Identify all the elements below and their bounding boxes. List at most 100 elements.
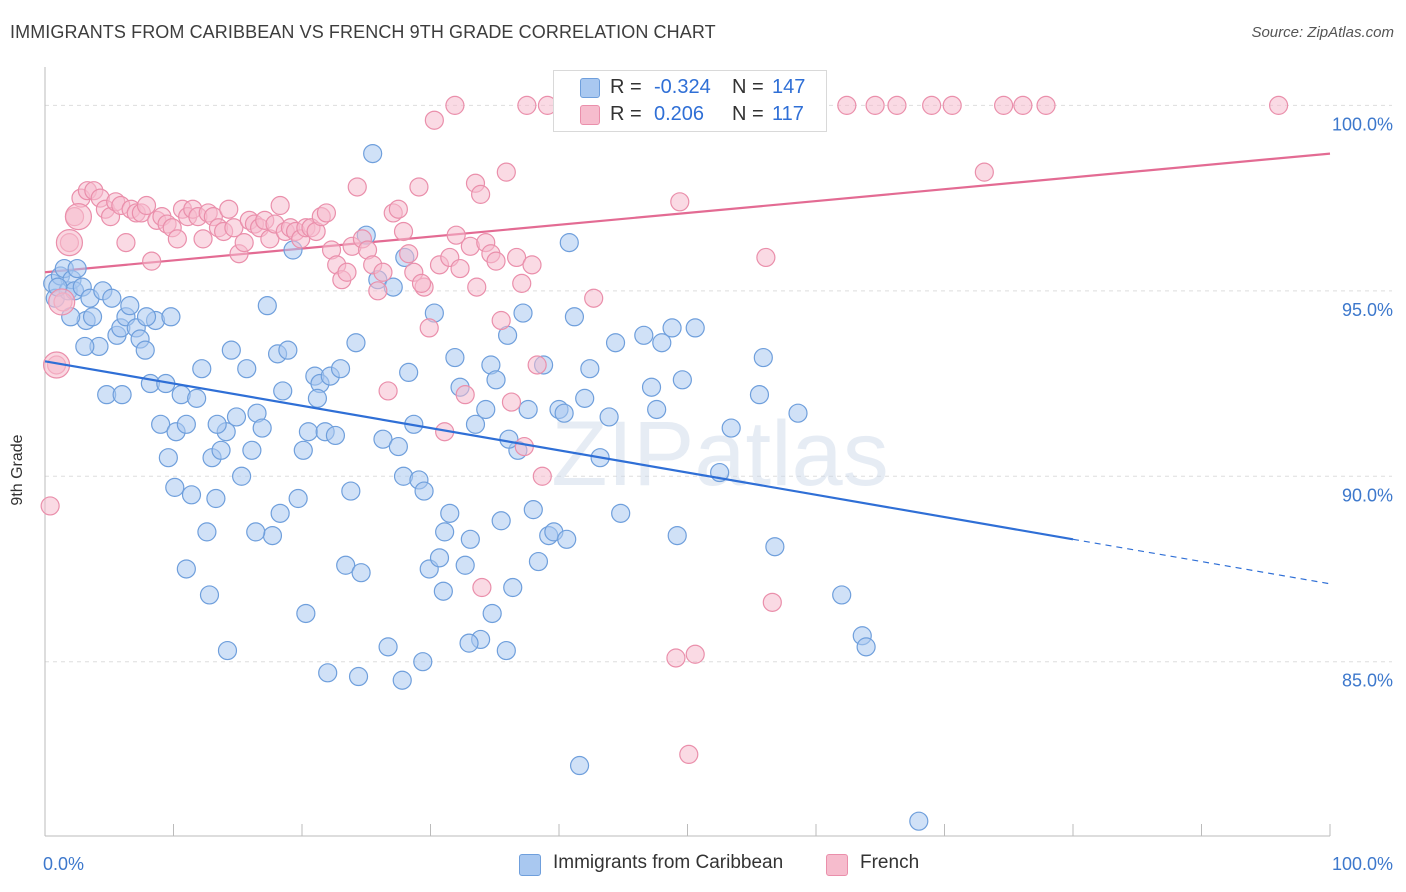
caribbean-point — [455, 555, 475, 575]
caribbean-point — [832, 585, 852, 605]
french-point — [347, 177, 367, 197]
caribbean-point — [293, 440, 313, 460]
caribbean-point — [318, 663, 338, 683]
french-point — [501, 392, 522, 412]
caribbean-point — [211, 440, 231, 460]
caribbean-point — [373, 429, 393, 449]
caribbean-point — [351, 563, 371, 583]
french-point — [409, 177, 429, 197]
french-point — [522, 255, 542, 275]
caribbean-point — [523, 500, 543, 520]
caribbean-point — [491, 511, 511, 531]
caribbean-point — [273, 381, 293, 401]
caribbean-point — [685, 318, 705, 338]
caribbean-point — [496, 640, 516, 661]
french-point — [219, 199, 239, 219]
french-point — [399, 244, 419, 264]
caribbean-point — [721, 418, 741, 438]
caribbean-point — [176, 414, 196, 434]
caribbean-point — [151, 414, 171, 434]
caribbean-point — [221, 340, 241, 360]
french-point — [467, 277, 487, 297]
french-point — [506, 247, 527, 268]
caribbean-point — [242, 440, 262, 460]
caribbean-point — [102, 288, 122, 308]
caribbean-point — [298, 422, 319, 442]
french-point — [922, 95, 942, 115]
caribbean-point — [440, 503, 460, 523]
stats-box: R = -0.324 N = 147 R = 0.206 N = 117 — [553, 70, 827, 132]
caribbean-point — [165, 477, 185, 497]
caribbean-point — [257, 296, 277, 316]
caribbean-point — [161, 307, 181, 327]
caribbean-point — [207, 414, 227, 434]
caribbean-point — [599, 407, 619, 427]
caribbean-point — [634, 325, 654, 345]
caribbean-point — [341, 481, 361, 501]
caribbean-point — [363, 143, 383, 164]
french-point — [445, 95, 465, 115]
axes — [44, 67, 1331, 837]
stats-swatch-french — [580, 105, 600, 125]
tick-labels: 85.0% 90.0% 95.0% 100.0% 0.0% 100.0% — [43, 114, 1393, 874]
caribbean-point — [611, 503, 631, 523]
caribbean-point — [181, 485, 202, 505]
caribbean-point — [288, 488, 308, 509]
french-trend-line — [44, 152, 1331, 274]
french-point — [224, 218, 244, 238]
french-point — [756, 247, 776, 268]
x-tick-label-min: 0.0% — [43, 854, 84, 874]
legend-swatch-french — [826, 854, 848, 876]
french-point — [471, 184, 491, 204]
caribbean-point — [460, 529, 480, 549]
caribbean-point — [433, 581, 453, 601]
french-point — [496, 162, 516, 182]
caribbean-point — [120, 296, 140, 316]
french-point — [136, 195, 157, 216]
french-point — [670, 192, 690, 212]
chart-title: IMMIGRANTS FROM CARIBBEAN VS FRENCH 9TH … — [10, 22, 716, 42]
caribbean-point — [652, 333, 672, 353]
stats-swatch-caribbean — [580, 78, 600, 98]
french-point — [193, 229, 213, 249]
french-point — [388, 199, 408, 219]
french-point — [532, 466, 552, 486]
caribbean-point — [749, 385, 770, 405]
caribbean-trend-line — [44, 360, 1074, 541]
caribbean-point — [753, 347, 773, 368]
stats-row-caribbean: R = -0.324 N = 147 — [554, 73, 826, 101]
caribbean-point — [206, 488, 226, 509]
french-point — [685, 644, 705, 664]
r-value: -0.324 — [654, 76, 711, 98]
r-label: R = — [610, 103, 642, 125]
caribbean-point — [486, 370, 506, 390]
y-tick-label: 85.0% — [1342, 671, 1393, 691]
caribbean-point — [197, 522, 217, 542]
caribbean-point — [348, 666, 369, 687]
french-point — [116, 233, 136, 253]
caribbean-point — [435, 522, 455, 542]
french-point — [527, 355, 547, 375]
caribbean-point — [330, 359, 351, 379]
caribbean-point — [82, 307, 103, 327]
french-point — [424, 110, 444, 130]
french-point — [411, 273, 432, 293]
caribbean-point — [136, 307, 157, 327]
caribbean-point — [557, 529, 577, 549]
caribbean-point — [564, 307, 585, 327]
caribbean-point — [192, 359, 212, 379]
french-point — [472, 577, 492, 598]
french-point — [514, 436, 534, 457]
x-tick-label-max: 100.0% — [1332, 854, 1393, 874]
caribbean-point — [765, 537, 785, 557]
caribbean-point — [217, 640, 238, 661]
n-value: 117 — [772, 103, 804, 125]
french-point — [994, 95, 1014, 115]
caribbean-point — [112, 385, 132, 405]
caribbean-point — [187, 388, 207, 408]
n-value: 147 — [772, 76, 806, 98]
french-point — [1013, 95, 1033, 115]
french-point — [167, 229, 187, 249]
french-point — [679, 744, 699, 765]
